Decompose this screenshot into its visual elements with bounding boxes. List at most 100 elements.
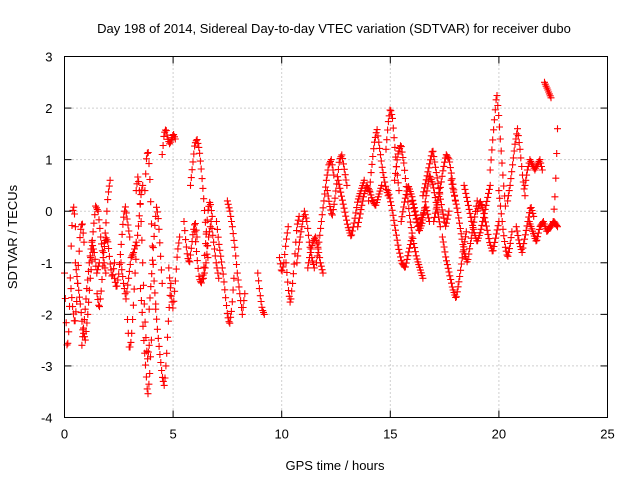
data-point [154,334,162,342]
data-point [148,242,156,250]
data-point [200,195,208,203]
data-point [348,231,356,239]
data-point [452,294,460,301]
data-point [440,162,448,170]
data-point [538,163,545,170]
data-point [304,224,312,232]
data-point [223,309,231,317]
data-point [145,305,153,313]
data-point [532,237,540,245]
data-point [82,295,90,303]
data-point [340,165,348,173]
data-point [445,268,453,276]
data-point [408,197,416,205]
data-point [329,206,337,214]
data-point [373,126,381,134]
data-point [193,257,201,265]
data-point [195,143,203,151]
data-point [513,227,521,235]
data-point [395,187,403,195]
data-point [467,213,475,221]
data-point [311,233,319,241]
data-point [234,276,242,284]
data-point [359,197,367,205]
data-point [456,225,464,232]
data-point [339,155,347,162]
data-point [116,251,124,258]
data-point [256,292,264,300]
data-point [120,279,127,287]
data-point [81,305,89,313]
data-point [259,307,267,314]
data-point [397,142,404,150]
data-point [317,218,325,225]
data-point [532,164,540,172]
x-tick-label: 5 [169,427,176,442]
data-point [552,174,560,182]
data-point [332,187,340,195]
data-point [155,342,163,350]
data-point [426,156,434,164]
data-point [374,132,382,140]
data-point [319,204,327,212]
data-point [255,285,263,293]
data-point [121,207,129,215]
data-point [238,310,246,318]
data-point [198,275,206,283]
data-point [309,257,317,265]
data-point [353,204,361,212]
data-point [480,210,488,218]
data-point [104,238,112,246]
data-point [80,324,87,332]
data-point [376,144,384,152]
data-point [185,257,193,265]
data-point [335,158,343,166]
data-point [125,274,133,282]
data-point [511,140,519,148]
data-point [188,166,196,174]
data-point [208,224,216,232]
data-point [147,336,155,344]
data-point [504,252,512,260]
data-point [490,243,498,250]
data-point [213,218,220,225]
data-point [127,254,135,262]
data-point [223,197,231,205]
data-point [387,107,395,115]
y-axis-label: SDTVAR / TECUs [5,184,20,289]
data-point [393,156,401,164]
data-point [95,216,103,224]
data-point [468,217,476,225]
data-point [100,249,108,256]
data-point [157,359,165,366]
data-point [432,169,440,177]
data-point [466,209,474,217]
data-point [522,226,530,234]
data-point [496,135,504,143]
data-point [136,200,144,207]
data-point [431,209,439,217]
data-point [401,194,409,202]
data-point [158,367,166,374]
data-point [191,228,199,236]
data-point [388,206,396,214]
data-point [464,201,472,209]
data-point [183,250,191,258]
data-point [449,184,457,192]
data-point [228,223,236,231]
data-point [393,236,401,244]
data-point [514,232,522,239]
data-point [528,159,536,167]
data-point [438,206,446,214]
data-point [165,264,173,272]
data-point [463,193,471,201]
data-point [71,210,78,218]
data-point [446,164,454,172]
data-point [504,197,512,205]
data-point [493,226,501,234]
data-point [227,313,235,321]
data-point [149,260,157,268]
data-point [381,178,389,186]
data-point [289,279,297,287]
data-point [278,267,286,275]
